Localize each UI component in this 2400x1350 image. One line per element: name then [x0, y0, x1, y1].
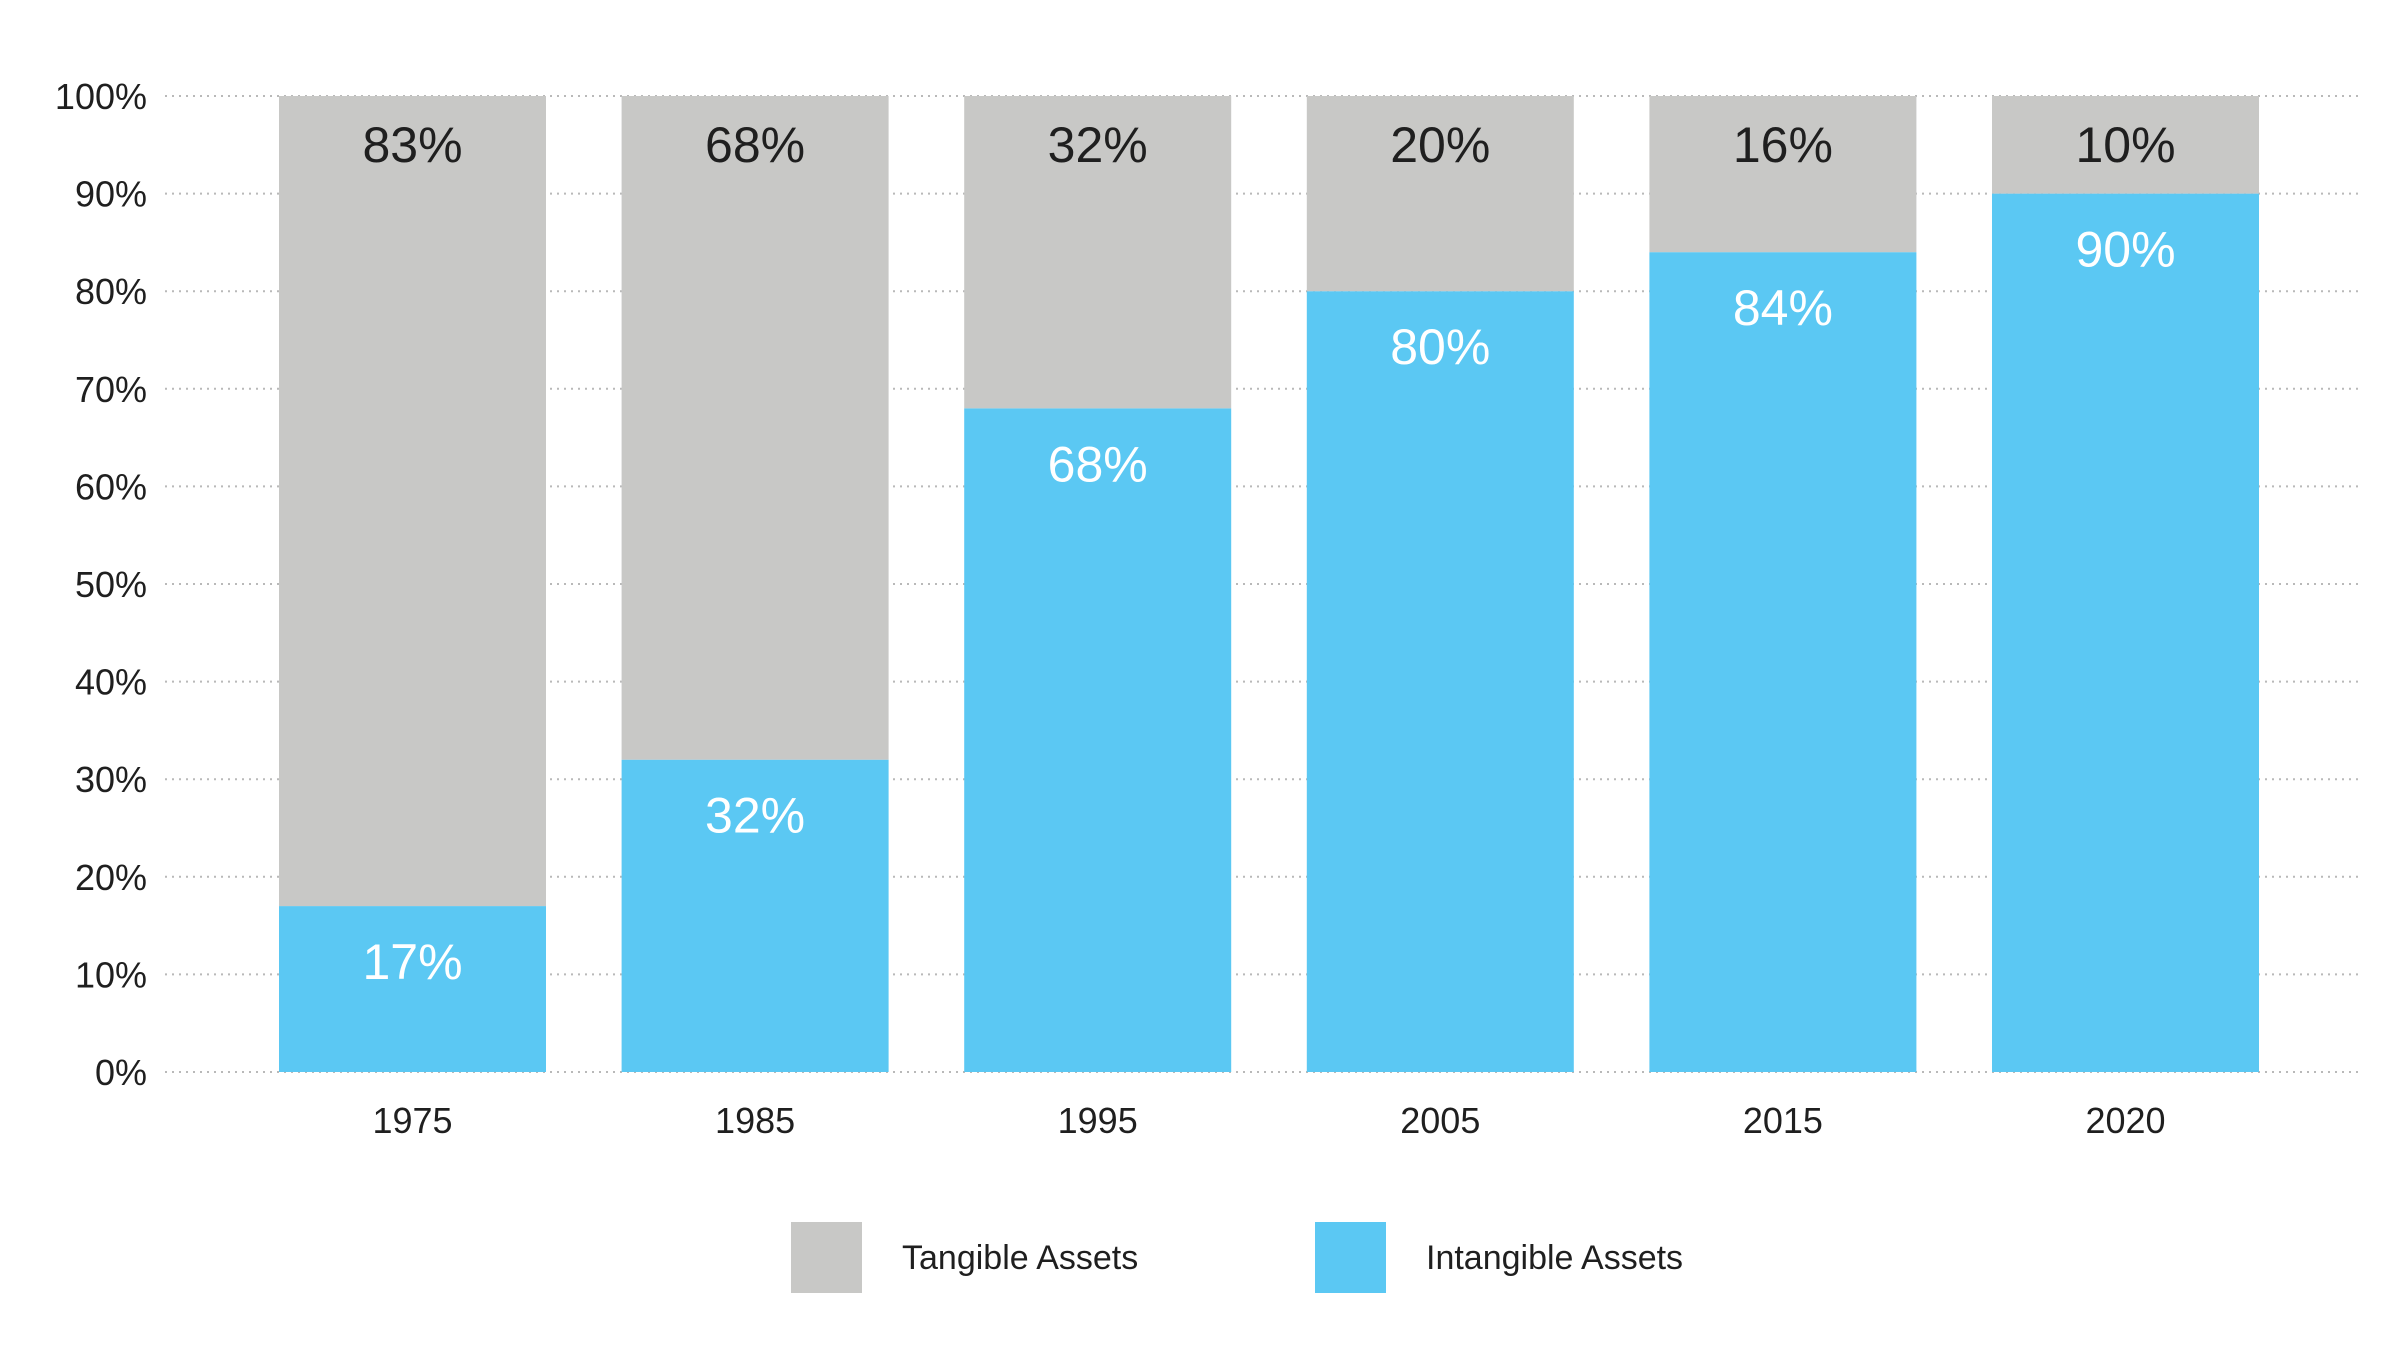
bar-intangible — [1649, 252, 1917, 1072]
x-tick-label: 1995 — [1058, 1100, 1138, 1141]
y-tick-label: 90% — [75, 174, 147, 215]
tangible-data-label: 32% — [1048, 117, 1148, 173]
legend-label: Tangible Assets — [902, 1239, 1138, 1277]
bar-tangible — [1306, 96, 1574, 292]
legend-label: Intangible Assets — [1426, 1239, 1683, 1277]
y-tick-label: 100% — [55, 76, 147, 117]
x-tick-label: 2005 — [1400, 1100, 1480, 1141]
y-tick-label: 20% — [75, 857, 147, 898]
bar-intangible — [621, 759, 889, 1072]
tangible-data-label: 83% — [362, 117, 462, 173]
x-axis: 1975 1985 1995 2005 2015 2020 — [372, 1100, 2165, 1141]
y-tick-label: 10% — [75, 954, 147, 995]
bar-intangible — [279, 906, 546, 1072]
legend-swatch — [791, 1222, 862, 1293]
y-tick-label: 70% — [75, 369, 147, 410]
bar-intangible — [1306, 291, 1574, 1072]
intangible-data-label: 32% — [705, 788, 805, 844]
y-tick-label: 80% — [75, 271, 147, 312]
x-tick-label: 2015 — [1743, 1100, 1823, 1141]
bar-tangible — [1649, 96, 1917, 253]
x-tick-label: 2020 — [2085, 1100, 2165, 1141]
data-labels: 83% 17% 68% 32% 32% 68% 20% 80% 16% 84% 10% 90% — [362, 117, 2175, 990]
intangible-data-label: 80% — [1390, 319, 1490, 375]
y-tick-label: 50% — [75, 564, 147, 605]
y-tick-label: 60% — [75, 466, 147, 507]
legend-swatch — [1315, 1222, 1386, 1293]
tangible-data-label: 68% — [705, 117, 805, 173]
tangible-data-label: 16% — [1733, 117, 1833, 173]
bar-tangible — [964, 96, 1232, 409]
bar-tangible — [621, 96, 889, 760]
bar-tangible — [1992, 96, 2259, 194]
intangible-data-label: 68% — [1048, 436, 1148, 492]
legend: Tangible Assets Intangible Assets — [791, 1222, 1683, 1293]
intangible-data-label: 84% — [1733, 280, 1833, 336]
y-axis: 0% 10% 20% 30% 40% 50% 60% 70% 80% 90% 100% — [55, 76, 147, 1093]
y-tick-label: 0% — [95, 1052, 147, 1093]
bar-intangible — [964, 408, 1232, 1072]
y-tick-label: 30% — [75, 759, 147, 800]
x-tick-label: 1975 — [372, 1100, 452, 1141]
bars — [279, 96, 2259, 1073]
intangible-data-label: 90% — [2075, 222, 2175, 278]
tangible-data-label: 20% — [1390, 117, 1490, 173]
bar-tangible — [279, 96, 546, 907]
tangible-data-label: 10% — [2075, 117, 2175, 173]
x-tick-label: 1985 — [715, 1100, 795, 1141]
intangible-data-label: 17% — [362, 934, 462, 990]
y-tick-label: 40% — [75, 662, 147, 703]
bar-intangible — [1992, 193, 2259, 1073]
